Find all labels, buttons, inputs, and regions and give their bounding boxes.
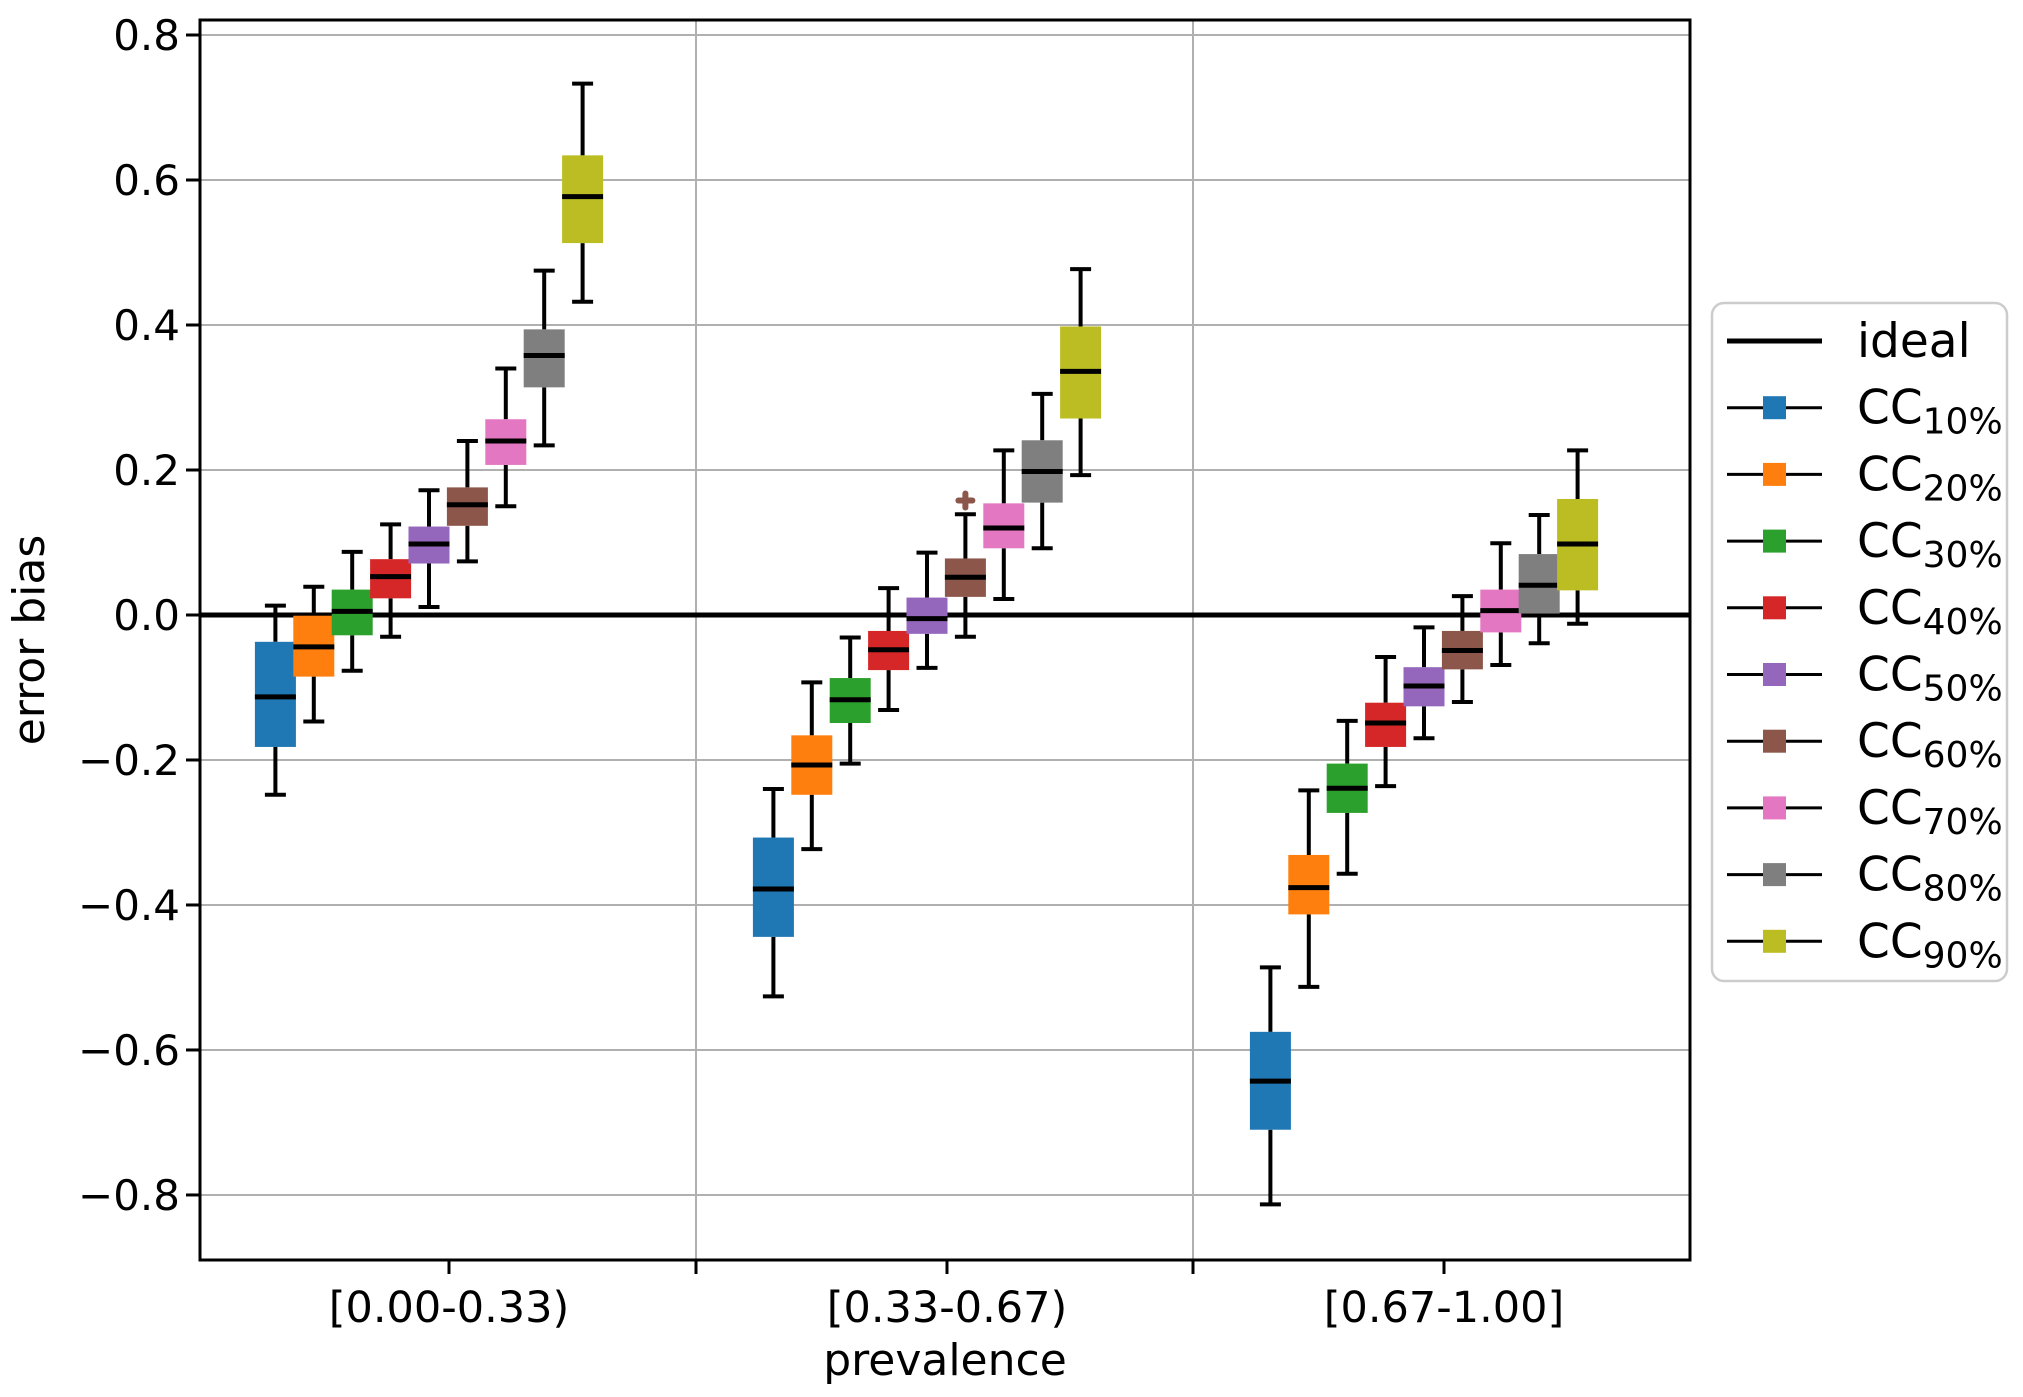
box-series-layer bbox=[254, 81, 1599, 1207]
ytick-label: −0.4 bbox=[78, 881, 180, 930]
box-CC_20%-bin2 bbox=[791, 680, 833, 852]
legend-marker-CC_40% bbox=[1763, 596, 1786, 620]
box-CC_80%-bin1 bbox=[523, 268, 565, 448]
legend-marker-CC_60% bbox=[1763, 729, 1786, 753]
box-CC_40%-bin1 bbox=[370, 522, 412, 639]
ytick-label: 0.6 bbox=[113, 156, 180, 205]
box-CC_50%-bin2 bbox=[906, 550, 948, 670]
axis-layer: [0.00-0.33) [0.33-0.67) [0.67-1.00] prev… bbox=[4, 11, 1564, 1386]
legend-marker-CC_80% bbox=[1763, 863, 1786, 887]
ytick-label: −0.6 bbox=[78, 1026, 180, 1075]
legend-label-CC_30%: CC30% bbox=[1857, 514, 2003, 576]
box-CC_60%-bin2 bbox=[944, 490, 986, 639]
box-CC_70%-bin3 bbox=[1480, 541, 1522, 668]
iqr-box bbox=[254, 641, 296, 747]
legend-label-CC_90%: CC90% bbox=[1857, 914, 2003, 976]
ytick-label: 0.8 bbox=[113, 11, 180, 60]
legend-ideal-label: ideal bbox=[1857, 314, 1971, 369]
x-axis-title: prevalence bbox=[823, 1335, 1067, 1386]
legend-label-CC_60%: CC60% bbox=[1857, 714, 2003, 776]
ytick-label: 0.0 bbox=[113, 591, 180, 640]
legend-label-CC_10%: CC10% bbox=[1857, 381, 2003, 443]
box-CC_80%-bin2 bbox=[1021, 391, 1063, 551]
legend-label-CC_20%: CC20% bbox=[1857, 447, 2003, 509]
ytick-label: 0.2 bbox=[113, 446, 180, 495]
box-CC_60%-bin3 bbox=[1441, 594, 1483, 704]
iqr-box bbox=[523, 329, 565, 388]
box-CC_10%-bin1 bbox=[254, 603, 296, 797]
box-CC_40%-bin2 bbox=[868, 586, 910, 712]
y-axis-title: error bias bbox=[4, 535, 55, 746]
box-CC_90%-bin3 bbox=[1557, 448, 1599, 626]
box-CC_40%-bin3 bbox=[1365, 655, 1407, 789]
iqr-box bbox=[1288, 854, 1330, 915]
plot-frame bbox=[198, 18, 1692, 1262]
xtick-label-bin1: [0.00-0.33) bbox=[329, 1283, 570, 1333]
box-CC_90%-bin2 bbox=[1060, 267, 1102, 478]
legend: ideal CC10%CC20%CC30%CC40%CC50%CC60%CC70%… bbox=[1710, 301, 2009, 983]
iqr-box bbox=[562, 155, 604, 244]
box-CC_30%-bin3 bbox=[1326, 718, 1368, 876]
legend-marker-CC_50% bbox=[1763, 663, 1786, 686]
ytick-label: 0.4 bbox=[113, 301, 180, 350]
legend-label-CC_50%: CC50% bbox=[1857, 648, 2003, 710]
ytick-label: −0.8 bbox=[78, 1171, 180, 1220]
box-CC_10%-bin2 bbox=[752, 786, 794, 999]
box-CC_70%-bin1 bbox=[485, 366, 527, 509]
legend-marker-CC_30% bbox=[1763, 529, 1786, 553]
legend-label-CC_70%: CC70% bbox=[1857, 781, 2003, 843]
legend-marker-CC_10% bbox=[1763, 396, 1786, 420]
legend-label-CC_80%: CC80% bbox=[1857, 848, 2003, 910]
box-CC_60%-bin1 bbox=[446, 438, 488, 564]
legend-marker-CC_20% bbox=[1763, 462, 1786, 486]
box-CC_30%-bin1 bbox=[331, 549, 373, 673]
iqr-box bbox=[906, 597, 948, 634]
box-CC_20%-bin3 bbox=[1288, 788, 1330, 989]
ytick-label: −0.2 bbox=[78, 736, 180, 785]
box-CC_50%-bin3 bbox=[1403, 625, 1445, 741]
box-CC_30%-bin2 bbox=[829, 635, 871, 766]
legend-marker-CC_90% bbox=[1763, 929, 1786, 953]
box-CC_10%-bin3 bbox=[1249, 965, 1291, 1207]
legend-label-CC_40%: CC40% bbox=[1857, 581, 2003, 643]
box-CC_50%-bin1 bbox=[408, 488, 450, 610]
xtick-label-bin2: [0.33-0.67) bbox=[827, 1283, 1068, 1333]
outlier-marker bbox=[955, 490, 976, 511]
box-CC_90%-bin1 bbox=[562, 81, 604, 304]
xtick-label-bin3: [0.67-1.00] bbox=[1324, 1283, 1565, 1333]
legend-marker-CC_70% bbox=[1763, 796, 1786, 820]
box-CC_70%-bin2 bbox=[983, 448, 1025, 602]
plot-frame-layer bbox=[198, 18, 1692, 1262]
box-CC_20%-bin1 bbox=[293, 584, 335, 724]
box-CC_80%-bin3 bbox=[1518, 512, 1560, 646]
